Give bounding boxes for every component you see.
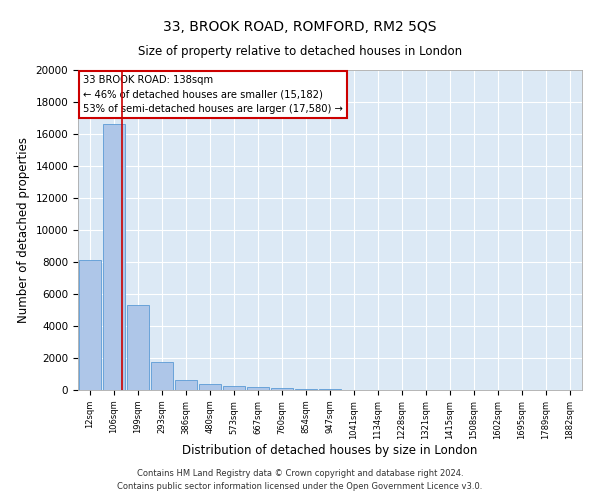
Bar	[223, 386, 245, 390]
Bar	[247, 387, 269, 390]
Bar	[271, 388, 293, 390]
X-axis label: Distribution of detached houses by size in London: Distribution of detached houses by size …	[182, 444, 478, 458]
Text: Contains HM Land Registry data © Crown copyright and database right 2024.: Contains HM Land Registry data © Crown c…	[137, 468, 463, 477]
Bar	[79, 260, 101, 390]
Bar	[199, 384, 221, 390]
Text: Size of property relative to detached houses in London: Size of property relative to detached ho…	[138, 45, 462, 58]
Text: 33, BROOK ROAD, ROMFORD, RM2 5QS: 33, BROOK ROAD, ROMFORD, RM2 5QS	[163, 20, 437, 34]
Bar	[295, 388, 317, 390]
Y-axis label: Number of detached properties: Number of detached properties	[17, 137, 30, 323]
Bar	[319, 389, 341, 390]
Bar	[151, 362, 173, 390]
Bar	[175, 380, 197, 390]
Text: 33 BROOK ROAD: 138sqm
← 46% of detached houses are smaller (15,182)
53% of semi-: 33 BROOK ROAD: 138sqm ← 46% of detached …	[83, 75, 343, 114]
Bar	[127, 305, 149, 390]
Text: Contains public sector information licensed under the Open Government Licence v3: Contains public sector information licen…	[118, 482, 482, 491]
Bar	[103, 124, 125, 390]
